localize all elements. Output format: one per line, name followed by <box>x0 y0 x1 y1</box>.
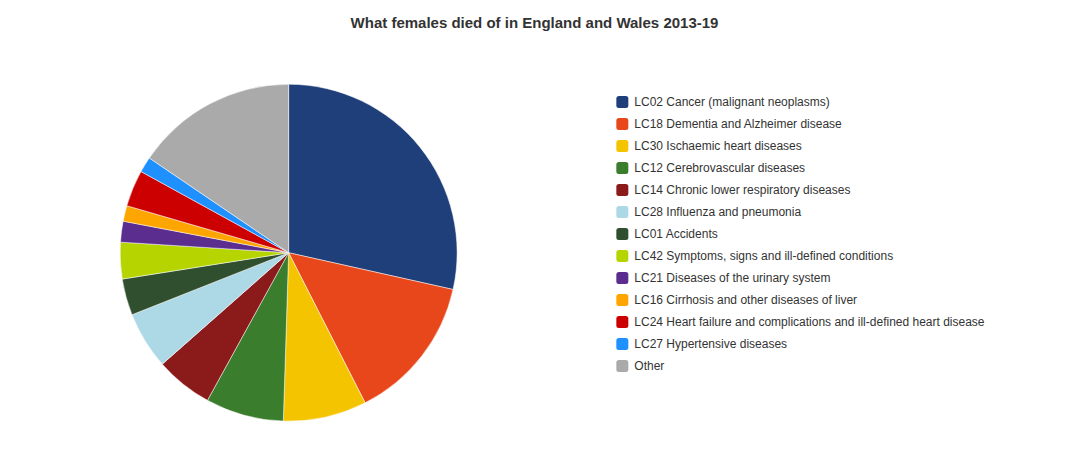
svg-text:LC24 Heart failure and complic: LC24 Heart failure and complications and… <box>634 315 985 329</box>
svg-text:LC16 Cirrhosis and other disea: LC16 Cirrhosis and other diseases of liv… <box>634 293 857 307</box>
svg-text:LC42 Symptoms, signs and ill-d: LC42 Symptoms, signs and ill-defined con… <box>634 249 893 263</box>
svg-text:LC14 Chronic lower respiratory: LC14 Chronic lower respiratory diseases <box>634 183 850 197</box>
svg-text:LC01 Accidents: LC01 Accidents <box>634 227 717 241</box>
svg-text:LC28 Influenza and pneumonia: LC28 Influenza and pneumonia <box>634 205 801 219</box>
svg-text:Other: Other <box>634 359 664 373</box>
svg-text:LC30 Ischaemic heart diseases: LC30 Ischaemic heart diseases <box>634 139 801 153</box>
svg-text:What females died of in Englan: What females died of in England and Wale… <box>351 14 719 31</box>
svg-text:LC21 Diseases of the urinary s: LC21 Diseases of the urinary system <box>634 271 830 285</box>
svg-text:LC27 Hypertensive diseases: LC27 Hypertensive diseases <box>634 337 787 351</box>
svg-text:LC12 Cerebrovascular diseases: LC12 Cerebrovascular diseases <box>634 161 805 175</box>
svg-text:LC18 Dementia and Alzheimer di: LC18 Dementia and Alzheimer disease <box>634 117 842 131</box>
svg-text:LC02 Cancer (malignant neoplas: LC02 Cancer (malignant neoplasms) <box>634 95 829 109</box>
